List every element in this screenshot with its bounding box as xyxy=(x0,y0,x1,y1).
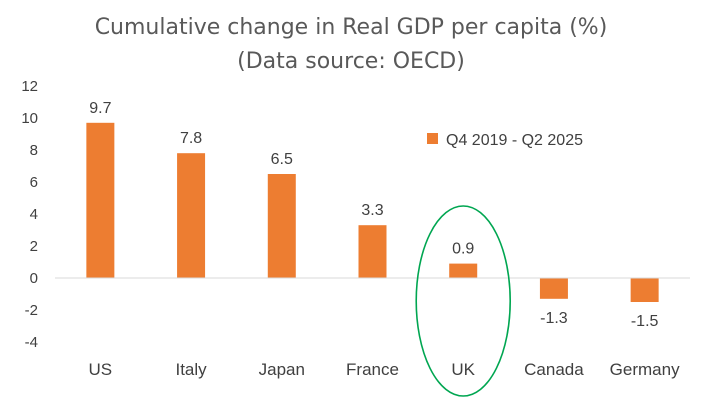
y-tick-label: 2 xyxy=(30,238,38,255)
y-tick-label: -4 xyxy=(25,334,38,351)
category-label-japan: Japan xyxy=(259,360,305,379)
category-labels: US Italy Japan France UK Canada Germany xyxy=(89,360,681,379)
legend-label: Q4 2019 - Q2 2025 xyxy=(446,132,583,149)
bar-us xyxy=(86,122,115,278)
data-label-us: 9.7 xyxy=(89,100,111,117)
data-labels: 9.7 7.8 6.5 3.3 0.9 -1.3 -1.5 xyxy=(89,100,658,330)
highlight-ellipse xyxy=(415,205,512,397)
data-label-uk: 0.9 xyxy=(452,241,474,258)
bar-series xyxy=(86,122,659,302)
category-label-uk: UK xyxy=(451,360,475,379)
chart-title: Cumulative change in Real GDP per capita… xyxy=(95,15,608,40)
data-label-canada: -1.3 xyxy=(540,310,568,327)
y-tick-label: -2 xyxy=(25,302,38,319)
bar-uk xyxy=(449,263,478,278)
bar-japan xyxy=(267,174,296,278)
category-label-italy: Italy xyxy=(175,360,207,379)
y-axis-tick-labels: 12 10 8 6 4 2 0 -2 -4 xyxy=(21,78,38,351)
data-label-germany: -1.5 xyxy=(631,313,659,330)
y-tick-label: 10 xyxy=(21,110,38,127)
legend-swatch xyxy=(427,133,438,144)
data-label-france: 3.3 xyxy=(361,202,383,219)
bar-france xyxy=(358,225,387,278)
bar-italy xyxy=(177,153,206,278)
y-tick-label: 8 xyxy=(30,142,38,159)
chart-subtitle: (Data source: OECD) xyxy=(237,49,465,74)
y-tick-label: 6 xyxy=(30,174,38,191)
y-tick-label: 4 xyxy=(30,206,38,223)
y-tick-label: 12 xyxy=(21,78,38,95)
category-label-germany: Germany xyxy=(610,360,680,379)
category-label-france: France xyxy=(346,360,399,379)
legend: Q4 2019 - Q2 2025 xyxy=(427,132,583,149)
category-label-canada: Canada xyxy=(524,360,584,379)
data-label-japan: 6.5 xyxy=(271,151,293,168)
bar-canada xyxy=(539,278,568,299)
y-tick-label: 0 xyxy=(30,270,38,287)
bar-germany xyxy=(630,278,659,302)
data-label-italy: 7.8 xyxy=(180,130,202,147)
category-label-us: US xyxy=(89,360,113,379)
